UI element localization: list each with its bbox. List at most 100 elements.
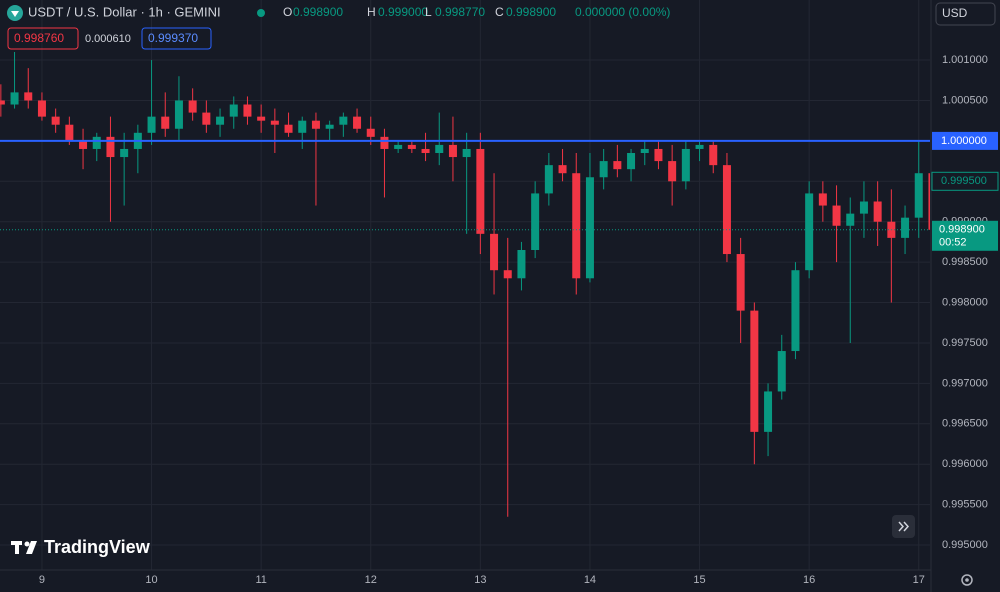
- candle-body: [818, 193, 827, 206]
- y-tick-label: 0.997500: [942, 337, 988, 349]
- x-tick-label: 10: [145, 574, 157, 586]
- candle-body: [421, 148, 430, 154]
- y-tick-label: 1.001000: [942, 54, 988, 66]
- candle-body: [764, 391, 773, 432]
- candle-body: [37, 100, 46, 117]
- candle-body: [394, 144, 403, 149]
- logo-part: [26, 541, 37, 554]
- y-tick-label: 0.996000: [942, 458, 988, 470]
- candle-body: [92, 136, 101, 149]
- candle-body: [627, 153, 636, 170]
- y-tick-label: 0.998500: [942, 256, 988, 268]
- candle-body: [339, 116, 348, 125]
- logo-part: [15, 541, 19, 554]
- candle-body: [558, 165, 567, 174]
- candle-body: [462, 148, 471, 158]
- candles: [0, 51, 930, 517]
- candle-body: [873, 201, 882, 222]
- candle-body: [668, 161, 677, 182]
- candle-body: [709, 144, 718, 166]
- candle-body: [928, 173, 930, 230]
- candle-body: [681, 148, 690, 182]
- candle-body: [270, 120, 279, 125]
- x-tick-label: 17: [913, 574, 925, 586]
- candle-body: [599, 161, 608, 178]
- buy-price: 0.999370: [148, 31, 198, 45]
- y-tick-label: 0.995500: [942, 499, 988, 511]
- symbol-title[interactable]: USDT / U.S. Dollar · 1h · GEMINI: [28, 4, 221, 19]
- candle-body: [106, 136, 115, 158]
- x-tick-label: 15: [693, 574, 705, 586]
- candle-body: [311, 120, 320, 129]
- candle-body: [0, 100, 5, 105]
- candle-body: [298, 120, 307, 133]
- candle-body: [791, 270, 800, 352]
- candle-body: [229, 104, 238, 117]
- candle-body: [832, 205, 841, 226]
- marker-badge: [931, 171, 999, 191]
- candle-body: [448, 144, 457, 158]
- candle-body: [777, 351, 786, 392]
- ohlc-value: 0.998900: [293, 5, 343, 19]
- candle-body: [544, 165, 553, 194]
- candle-body: [435, 144, 444, 154]
- candle-body: [366, 128, 375, 137]
- ohlc-value: 0.998770: [435, 5, 485, 19]
- candle-body: [216, 116, 225, 125]
- candle-body: [859, 201, 868, 214]
- sell-price: 0.998760: [14, 31, 64, 45]
- y-tick-label: 0.996500: [942, 418, 988, 430]
- settings-icon: [965, 578, 969, 582]
- x-tick-label: 13: [474, 574, 486, 586]
- candle-body: [476, 148, 485, 234]
- candle-body: [640, 148, 649, 154]
- candle-body: [243, 104, 252, 117]
- scroll-icon: [898, 521, 910, 532]
- ohlc-label: L: [425, 5, 432, 19]
- overlay: USDT / U.S. Dollar · 1h · GEMINI O 0.998…: [7, 2, 996, 586]
- last-price-badge: [932, 220, 998, 251]
- logo-part: [24, 541, 30, 547]
- candle-body: [517, 250, 526, 279]
- candle-body: [613, 161, 622, 170]
- candle-body: [161, 116, 170, 129]
- candle-body: [722, 165, 731, 255]
- currency-button[interactable]: [935, 2, 996, 26]
- x-tick-label: 14: [584, 574, 596, 586]
- candle-body: [654, 148, 663, 162]
- horizontal-line-label: 1.000000: [941, 135, 987, 147]
- candle-body: [202, 112, 211, 125]
- x-tick-label: 11: [255, 574, 266, 586]
- candle-body: [188, 100, 197, 113]
- x-tick-label: 9: [39, 574, 45, 586]
- last-price-label: 0.998900: [939, 224, 985, 236]
- sell-badge[interactable]: [7, 27, 79, 50]
- settings-button[interactable]: [961, 574, 973, 586]
- y-tick-label: 0.995000: [942, 539, 988, 551]
- candle-body: [585, 177, 594, 279]
- candle-body: [846, 213, 855, 226]
- candle-body: [531, 193, 540, 251]
- y-tick-label: 0.997000: [942, 377, 988, 389]
- candle-body: [736, 254, 745, 311]
- buy-badge[interactable]: [141, 27, 212, 50]
- currency-label: USD: [942, 6, 968, 20]
- y-tick-label: 0.998000: [942, 296, 988, 308]
- candle-body: [10, 92, 19, 105]
- candle-body: [914, 173, 923, 218]
- candle-body: [257, 116, 266, 121]
- x-tick-label: 16: [803, 574, 815, 586]
- candle-body: [695, 144, 704, 149]
- ohlc-value: 0.999000: [378, 5, 428, 19]
- symbol-icon-glyph: [11, 11, 19, 17]
- ohlc-value: 0.998900: [506, 5, 556, 19]
- horizontal-line-badge: [932, 131, 998, 150]
- candle-body: [147, 116, 156, 133]
- candle-body: [380, 136, 389, 149]
- countdown: 00:52: [939, 237, 967, 249]
- candle-body: [490, 233, 499, 271]
- marker-label: 0.999500: [941, 175, 987, 187]
- y-tick-label: 1.000500: [942, 94, 988, 106]
- candle-body: [805, 193, 814, 271]
